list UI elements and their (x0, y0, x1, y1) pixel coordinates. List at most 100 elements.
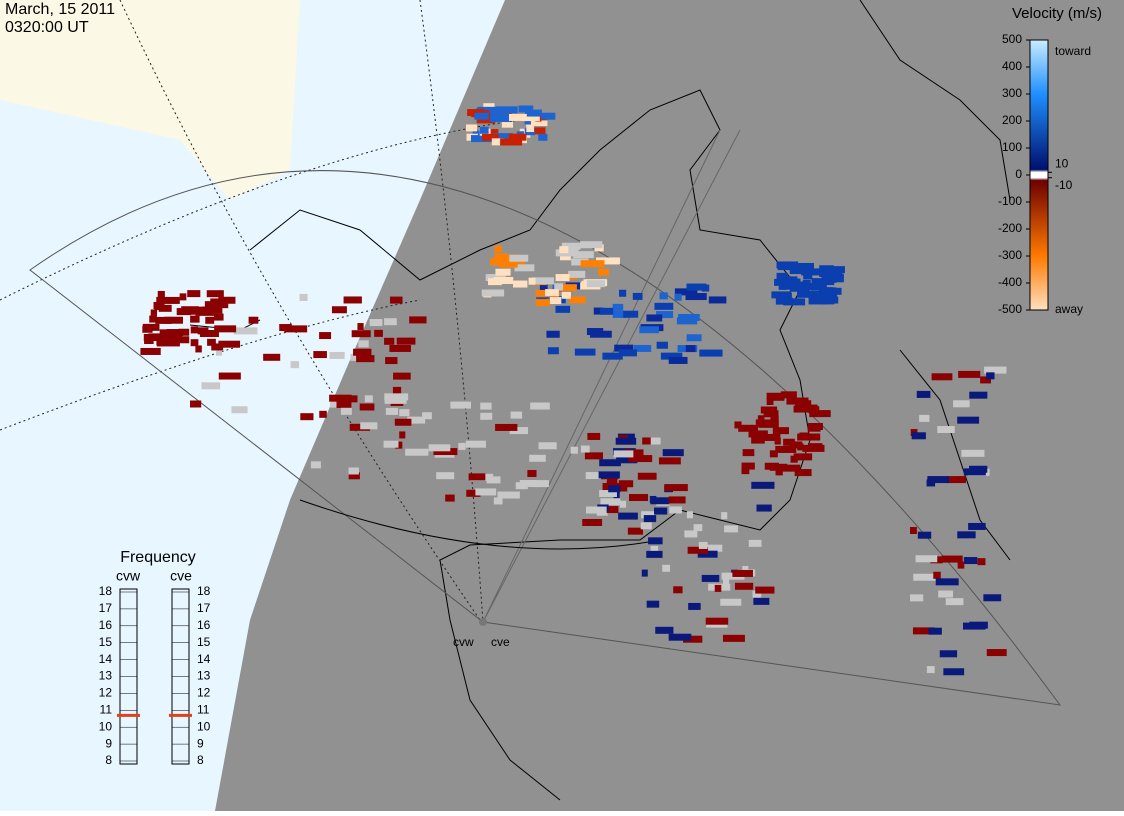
cell (598, 471, 620, 479)
cell (811, 278, 835, 286)
cell (385, 407, 399, 415)
cell (571, 258, 589, 266)
cell (676, 317, 698, 325)
cell (935, 578, 959, 586)
cell (279, 324, 292, 332)
cell (779, 277, 794, 285)
cell (654, 507, 668, 515)
cell (528, 277, 536, 285)
cell (723, 577, 730, 585)
cell (508, 113, 527, 121)
cell (946, 476, 966, 484)
cell (331, 306, 347, 314)
cell (590, 330, 612, 338)
cell (783, 298, 806, 306)
cell (545, 289, 559, 297)
cell (584, 452, 604, 460)
cell (494, 245, 502, 253)
cell (569, 296, 586, 304)
cell (643, 515, 657, 523)
cell (705, 617, 729, 625)
cell (204, 301, 229, 309)
cell (801, 268, 820, 276)
cell (618, 349, 637, 357)
cell (466, 124, 478, 132)
cell (343, 296, 362, 304)
frequency-tick-label: 14 (197, 652, 211, 666)
cell (329, 394, 352, 402)
cell (757, 415, 765, 423)
cell (714, 584, 722, 592)
cell (555, 305, 571, 313)
cell (519, 480, 538, 488)
cell (741, 467, 750, 475)
cell (178, 328, 190, 336)
cell (157, 290, 165, 298)
cell (164, 316, 183, 324)
cell (509, 254, 529, 262)
cell (919, 414, 930, 422)
cell (205, 316, 215, 324)
cell (300, 413, 314, 421)
cell (329, 351, 345, 359)
cell (144, 337, 154, 345)
cell (313, 351, 327, 359)
cell (958, 370, 981, 378)
cell (527, 127, 546, 135)
cell (384, 393, 409, 401)
cell (395, 441, 403, 449)
cell (166, 336, 190, 344)
cell (943, 668, 965, 676)
cell (664, 484, 688, 492)
cell (937, 426, 955, 434)
scale-tick-label: -100 (998, 194, 1022, 208)
cell (774, 437, 781, 445)
cell (741, 462, 755, 470)
cell (668, 633, 692, 641)
cell (927, 476, 950, 484)
cell (535, 299, 550, 307)
cell (585, 472, 602, 480)
radar-site (479, 618, 487, 626)
cell (248, 316, 259, 324)
cell (986, 372, 995, 380)
cell (582, 518, 603, 526)
cell (480, 412, 493, 420)
cell (526, 118, 548, 126)
cell (392, 386, 402, 394)
cell (957, 531, 976, 539)
cell (742, 449, 755, 457)
cell (596, 257, 620, 265)
cell (336, 400, 352, 408)
cell (941, 555, 963, 563)
cell (939, 650, 958, 658)
cell (490, 258, 508, 266)
cell (775, 445, 797, 453)
cell (755, 419, 773, 427)
cell (555, 274, 570, 282)
cell (705, 544, 723, 552)
cell (928, 627, 942, 635)
cell (752, 590, 762, 598)
cell (467, 109, 485, 117)
cell (211, 343, 224, 351)
cell (819, 269, 826, 277)
cell (776, 272, 788, 280)
frequency-tick-label: 11 (197, 702, 210, 716)
grid-lines (0, 0, 521, 623)
cell (497, 491, 520, 499)
cell (649, 495, 657, 503)
cell (458, 442, 466, 450)
cell (783, 282, 805, 290)
cell (350, 395, 358, 403)
frequency-tick-label: 8 (105, 753, 112, 767)
cell (530, 402, 550, 410)
cell (627, 527, 643, 535)
cell (748, 430, 768, 438)
cell (586, 506, 607, 514)
cell (772, 427, 789, 435)
cell (606, 476, 618, 484)
cell (156, 296, 180, 304)
cell (748, 539, 762, 547)
cell (348, 472, 360, 480)
